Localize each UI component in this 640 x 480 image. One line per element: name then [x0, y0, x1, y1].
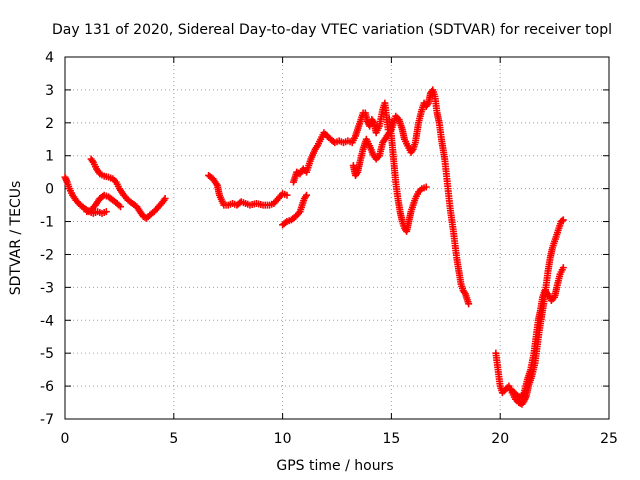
y-tick-label: -2: [40, 247, 54, 263]
x-tick-label: 10: [274, 431, 292, 447]
data-point: [422, 183, 430, 191]
plot-frame: [64, 56, 610, 420]
y-tick-label: 1: [45, 149, 54, 165]
data-point: [116, 203, 124, 211]
data-point: [559, 264, 567, 272]
y-tick-label: 2: [45, 116, 54, 132]
data-point: [161, 195, 169, 203]
x-tick-label: 25: [600, 431, 618, 447]
data-point: [282, 219, 290, 227]
data-point: [323, 132, 331, 140]
gridlines: [65, 57, 609, 419]
data-point: [559, 216, 567, 224]
y-tick-labels: -7 -6 -5 -4 -3 -2 -1 0 1 2 3 4: [40, 50, 54, 428]
x-tick-label: 15: [382, 431, 400, 447]
chart-title: Day 131 of 2020, Sidereal Day-to-day VTE…: [52, 22, 612, 38]
y-tick-label: -6: [40, 379, 54, 395]
y-tick-label: -7: [40, 412, 54, 428]
x-tick-label: 5: [169, 431, 178, 447]
y-tick-label: -3: [40, 280, 54, 296]
y-tick-label: -5: [40, 346, 54, 362]
y-tick-label: -1: [40, 215, 54, 231]
data-point: [283, 191, 291, 199]
x-tick-labels: 0 5 10 15 20 25: [61, 431, 618, 447]
data-point: [303, 191, 311, 199]
data-point: [465, 300, 473, 308]
y-tick-label: 3: [45, 83, 54, 99]
x-tick-label: 20: [491, 431, 509, 447]
y-tick-label: -4: [40, 313, 54, 329]
data-points: [61, 86, 567, 408]
x-tick-label: 0: [61, 431, 70, 447]
x-axis-title: GPS time / hours: [276, 458, 393, 474]
data-point: [558, 217, 566, 225]
data-point: [102, 208, 110, 216]
y-tick-label: 0: [45, 182, 54, 198]
axis-ticks: [64, 56, 610, 420]
y-tick-label: 4: [45, 50, 54, 66]
y-axis-title: SDTVAR / TECUs: [8, 181, 24, 296]
data-point: [143, 214, 151, 222]
